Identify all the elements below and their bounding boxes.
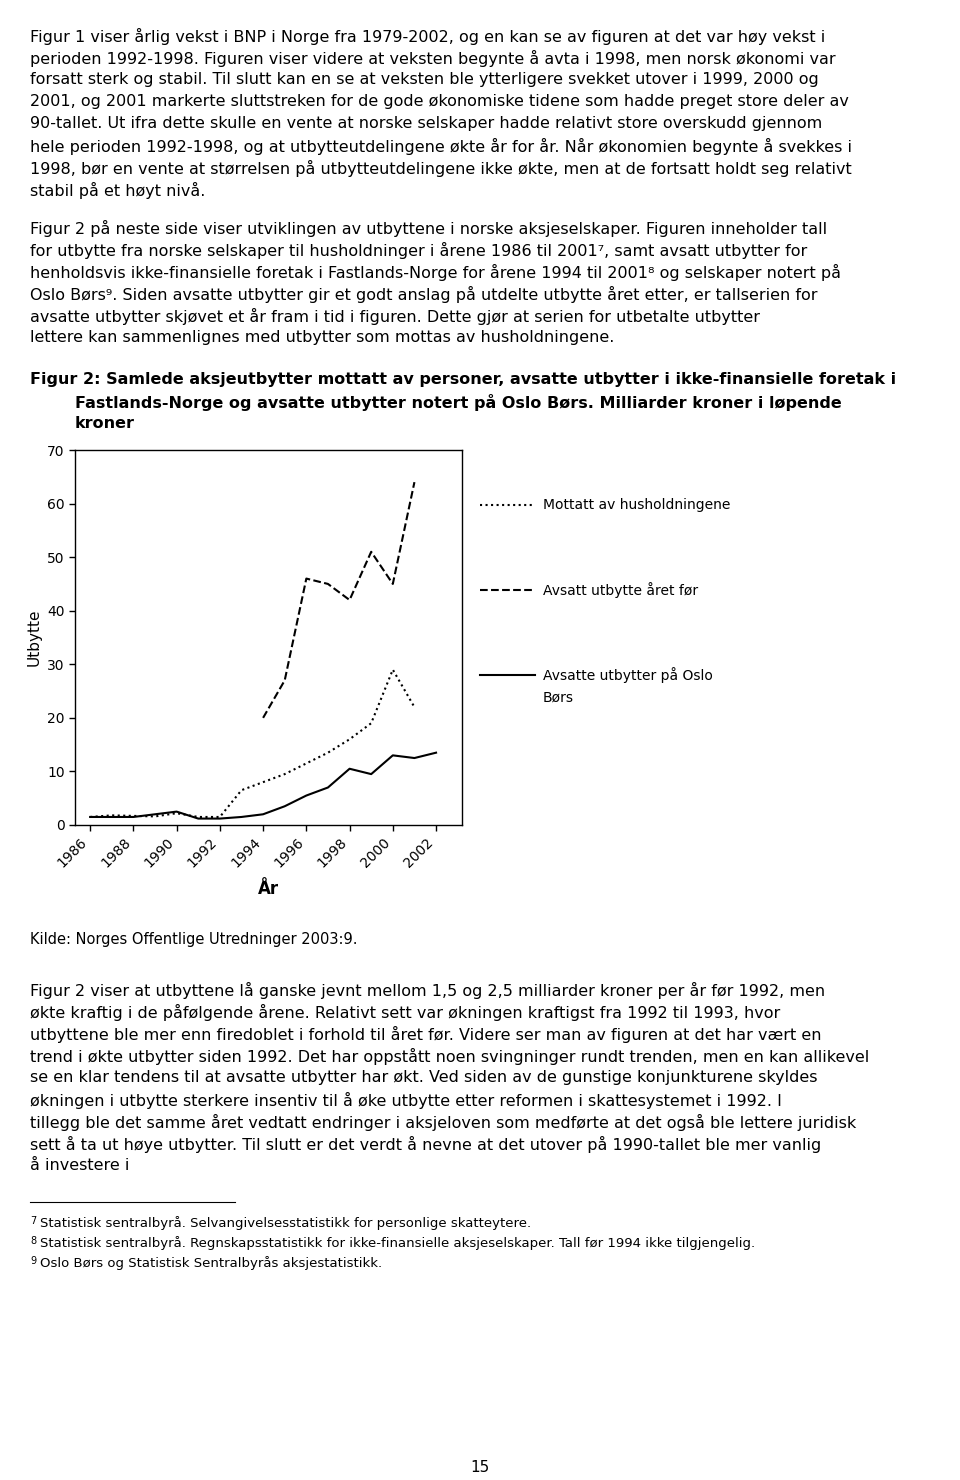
Text: tillegg ble det samme året vedtatt endringer i aksjeloven som medførte at det og: tillegg ble det samme året vedtatt endri… xyxy=(30,1114,856,1131)
Text: henholdsvis ikke-finansielle foretak i Fastlands-Norge for årene 1994 til 2001⁸ : henholdsvis ikke-finansielle foretak i F… xyxy=(30,263,841,281)
Text: forsatt sterk og stabil. Til slutt kan en se at veksten ble ytterligere svekket : forsatt sterk og stabil. Til slutt kan e… xyxy=(30,73,819,87)
Text: Oslo Børs⁹. Siden avsatte utbytter gir et godt anslag på utdelte utbytte året et: Oslo Børs⁹. Siden avsatte utbytter gir e… xyxy=(30,286,818,303)
Text: avsatte utbytter skjøvet et år fram i tid i figuren. Dette gjør at serien for ut: avsatte utbytter skjøvet et år fram i ti… xyxy=(30,308,760,326)
Text: kroner: kroner xyxy=(75,416,135,431)
Text: 1998, bør en vente at størrelsen på utbytteutdelingene ikke økte, men at de fort: 1998, bør en vente at størrelsen på utby… xyxy=(30,160,852,178)
Text: perioden 1992-1998. Figuren viser videre at veksten begynte å avta i 1998, men n: perioden 1992-1998. Figuren viser videre… xyxy=(30,50,835,67)
Text: 90-tallet. Ut ifra dette skulle en vente at norske selskaper hadde relativt stor: 90-tallet. Ut ifra dette skulle en vente… xyxy=(30,115,823,132)
Text: sett å ta ut høye utbytter. Til slutt er det verdt å nevne at det utover på 1990: sett å ta ut høye utbytter. Til slutt er… xyxy=(30,1137,821,1153)
Text: 7: 7 xyxy=(30,1217,36,1225)
Text: Figur 2: Samlede aksjeutbytter mottatt av personer, avsatte utbytter i ikke-fina: Figur 2: Samlede aksjeutbytter mottatt a… xyxy=(30,371,896,386)
Text: stabil på et høyt nivå.: stabil på et høyt nivå. xyxy=(30,182,205,198)
Text: økte kraftig i de påfølgende årene. Relativt sett var økningen kraftigst fra 199: økte kraftig i de påfølgende årene. Rela… xyxy=(30,1003,780,1021)
Text: Oslo Børs og Statistisk Sentralbyrås aksjestatistikk.: Oslo Børs og Statistisk Sentralbyrås aks… xyxy=(40,1257,382,1270)
Text: Mottatt av husholdningene: Mottatt av husholdningene xyxy=(542,497,730,512)
Text: Statistisk sentralbyrå. Regnskapsstatistikk for ikke-finansielle aksjeselskaper.: Statistisk sentralbyrå. Regnskapsstatist… xyxy=(40,1236,756,1251)
Text: År: År xyxy=(257,881,278,898)
Y-axis label: Utbytte: Utbytte xyxy=(27,608,41,666)
Text: 2001, og 2001 markerte sluttstreken for de gode økonomiske tidene som hadde preg: 2001, og 2001 markerte sluttstreken for … xyxy=(30,95,849,110)
Text: 8: 8 xyxy=(30,1236,36,1246)
Text: Avsatt utbytte året før: Avsatt utbytte året før xyxy=(542,582,698,598)
Text: utbyttene ble mer enn firedoblet i forhold til året før. Videre ser man av figur: utbyttene ble mer enn firedoblet i forho… xyxy=(30,1026,822,1043)
Text: lettere kan sammenlignes med utbytter som mottas av husholdningene.: lettere kan sammenlignes med utbytter so… xyxy=(30,330,614,345)
Text: Figur 1 viser årlig vekst i BNP i Norge fra 1979-2002, og en kan se av figuren a: Figur 1 viser årlig vekst i BNP i Norge … xyxy=(30,28,826,44)
Text: å investere i: å investere i xyxy=(30,1157,130,1174)
Text: Figur 2 på neste side viser utviklingen av utbyttene i norske aksjeselskaper. Fi: Figur 2 på neste side viser utviklingen … xyxy=(30,221,828,237)
Text: se en klar tendens til at avsatte utbytter har økt. Ved siden av de gunstige kon: se en klar tendens til at avsatte utbytt… xyxy=(30,1070,818,1085)
Text: Kilde: Norges Offentlige Utredninger 2003:9.: Kilde: Norges Offentlige Utredninger 200… xyxy=(30,932,357,947)
Text: Avsatte utbytter på Oslo: Avsatte utbytter på Oslo xyxy=(542,667,712,682)
Text: hele perioden 1992-1998, og at utbytteutdelingene økte år for år. Når økonomien : hele perioden 1992-1998, og at utbytteut… xyxy=(30,138,852,155)
Text: økningen i utbytte sterkere insentiv til å øke utbytte etter reformen i skattesy: økningen i utbytte sterkere insentiv til… xyxy=(30,1092,781,1109)
Text: Statistisk sentralbyrå. Selvangivelsesstatistikk for personlige skatteytere.: Statistisk sentralbyrå. Selvangivelsesst… xyxy=(40,1217,531,1230)
Text: 9: 9 xyxy=(30,1257,36,1265)
Text: 15: 15 xyxy=(470,1459,490,1476)
Text: Figur 2 viser at utbyttene lå ganske jevnt mellom 1,5 og 2,5 milliarder kroner p: Figur 2 viser at utbyttene lå ganske jev… xyxy=(30,983,826,999)
Text: for utbytte fra norske selskaper til husholdninger i årene 1986 til 2001⁷, samt : for utbytte fra norske selskaper til hus… xyxy=(30,243,807,259)
Text: Børs: Børs xyxy=(542,691,574,704)
Text: Fastlands-Norge og avsatte utbytter notert på Oslo Børs. Milliarder kroner i løp: Fastlands-Norge og avsatte utbytter note… xyxy=(75,394,842,411)
Text: trend i økte utbytter siden 1992. Det har oppstått noen svingninger rundt trende: trend i økte utbytter siden 1992. Det ha… xyxy=(30,1048,869,1066)
